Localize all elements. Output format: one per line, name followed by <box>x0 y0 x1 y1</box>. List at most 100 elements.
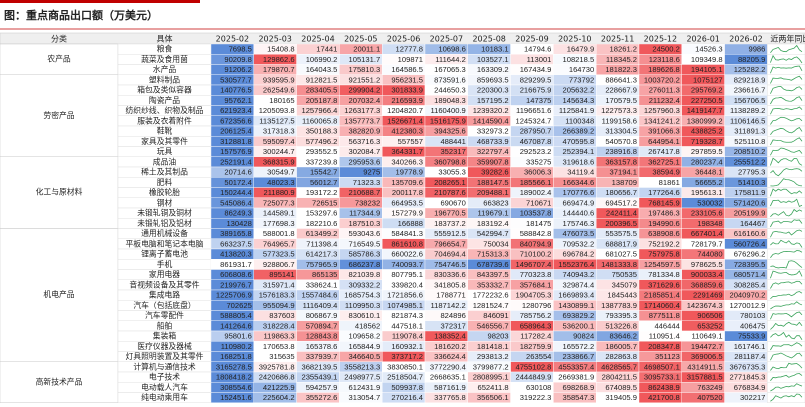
cell-value: 109658.2 <box>349 332 381 341</box>
cell-value: 1257966.4 <box>301 106 337 115</box>
sparkline <box>770 311 803 320</box>
cell-value: 2185851.4 <box>644 291 680 300</box>
cell-value: 612431.9 <box>349 383 381 392</box>
row-label: 蔬菜及食用菌 <box>141 54 188 64</box>
cell-value: 144440.6 <box>563 209 595 218</box>
cell-value: 389165.8 <box>220 229 252 238</box>
cell-value: 768145.9 <box>648 198 680 207</box>
cell-value: 152451.6 <box>220 393 252 402</box>
cell-value: 340266.3 <box>391 157 423 166</box>
cell-value: 9986 <box>748 45 765 54</box>
cell-value: 219976.7 <box>220 280 252 289</box>
cell-value: 351123 <box>655 352 680 361</box>
cell-value: 302084.7 <box>349 147 381 156</box>
cell-value: 319618.6 <box>563 157 595 166</box>
cell-value: 1187142.2 <box>430 301 465 310</box>
cell-value: 9275 <box>363 168 380 177</box>
row-label: 锂离子蓄电池 <box>141 249 188 259</box>
sparkline <box>770 137 803 146</box>
cell-value: 861610.8 <box>391 239 423 248</box>
cell-value: 824896 <box>440 311 465 320</box>
cell-value: 1205093.8 <box>259 106 295 115</box>
cell-value: 110980.2 <box>221 342 252 351</box>
cell-value: 1116409.4 <box>303 301 338 310</box>
cell-value: 81861 <box>659 178 680 187</box>
cell-value: 147375 <box>526 96 551 105</box>
sparkline <box>770 157 803 166</box>
sparkline-cell <box>767 382 805 393</box>
sparkline <box>770 321 803 330</box>
cell-value: 726515 <box>312 198 337 207</box>
cell-value: 557557 <box>398 137 423 146</box>
cell-value: 15542.7 <box>310 168 337 177</box>
cell-value: 2804211.5 <box>602 373 637 382</box>
cell-value: 160932.1 <box>391 342 423 351</box>
cell-value: 4553357.4 <box>558 362 594 371</box>
cell-value: 373717.2 <box>391 352 423 361</box>
cell-value: 676296.2 <box>734 250 766 259</box>
cell-value: 542994.7 <box>477 229 509 238</box>
cell-value: 341805.8 <box>434 280 466 289</box>
cell-value: 588805.4 <box>220 311 252 320</box>
cell-value: 587161.9 <box>434 383 466 392</box>
cell-value: 329874.4 <box>563 280 595 289</box>
cell-value: 1225706.9 <box>216 291 252 300</box>
sparkline <box>770 219 803 228</box>
cell-value: 674089.5 <box>605 383 637 392</box>
cell-value: 363157.8 <box>605 157 637 166</box>
cell-value: 15408.8 <box>267 45 294 54</box>
cell-value: 570894.7 <box>306 321 338 330</box>
cell-value: 1281524.7 <box>473 301 509 310</box>
cell-value: 840794.9 <box>520 239 552 248</box>
group-label: 农产品 <box>47 53 71 63</box>
cell-value: 1106146.5 <box>730 116 765 125</box>
cell-value: 216675.9 <box>520 86 552 95</box>
cell-value: 1074985.1 <box>387 301 423 310</box>
cell-value: 2669381.9 <box>558 373 594 382</box>
row-label: 平板电脑和笔记本电脑 <box>126 238 204 248</box>
cell-value: 412380.3 <box>391 127 423 136</box>
cell-value: 694517.2 <box>605 198 637 207</box>
cell-value: 252191.4 <box>220 157 252 166</box>
cell-value: 710671 <box>526 198 551 207</box>
cell-value: 513226.8 <box>605 321 637 330</box>
cell-value: 113001 <box>527 55 552 64</box>
cell-value: 110649.1 <box>691 332 722 341</box>
cell-value: 14526.3 <box>695 45 722 54</box>
cell-value: 295953.6 <box>349 157 381 166</box>
sparkline <box>770 126 803 135</box>
cell-value: 710100.2 <box>520 250 552 259</box>
cell-value: 594257.9 <box>306 383 338 392</box>
cell-value: 616160.6 <box>734 229 766 238</box>
cell-value: 829218.9 <box>734 75 766 84</box>
cell-value: 103537.8 <box>520 209 552 218</box>
cell-value: 806867.9 <box>306 311 338 320</box>
cell-value: 744080 <box>697 250 722 259</box>
cell-value: 18261.2 <box>610 45 637 54</box>
cell-value: 189002.4 <box>520 188 552 197</box>
cell-value: 4755102.8 <box>515 362 551 371</box>
cell-value: 95762.1 <box>224 96 251 105</box>
sparkline <box>770 331 803 340</box>
sparkline-cell <box>767 300 805 311</box>
cell-value: 119679.1 <box>477 209 508 218</box>
sparkline <box>770 116 803 125</box>
cell-value: 663237.5 <box>220 239 252 248</box>
cell-value: 182759.9 <box>520 342 552 351</box>
cell-value: 300244.7 <box>263 147 295 156</box>
cell-value: 177264.6 <box>648 188 680 197</box>
group-label: 化工与原材料 <box>36 187 83 197</box>
cell-value: 166344.6 <box>563 178 595 187</box>
cell-value: 51410.3 <box>738 178 765 187</box>
cell-value: 36006.3 <box>524 168 551 177</box>
sparkline-cell <box>767 341 805 352</box>
cell-value: 205632.2 <box>563 86 595 95</box>
cell-value: 2040970.2 <box>729 291 765 300</box>
cell-value: 209488.1 <box>477 188 509 197</box>
cell-value: 1526671.4 <box>387 116 423 125</box>
cell-value: 322797.4 <box>477 147 509 156</box>
cell-value: 678739.6 <box>477 260 509 269</box>
row-label: 陶瓷产品 <box>149 95 180 105</box>
cell-value: 606808.6 <box>220 270 252 279</box>
